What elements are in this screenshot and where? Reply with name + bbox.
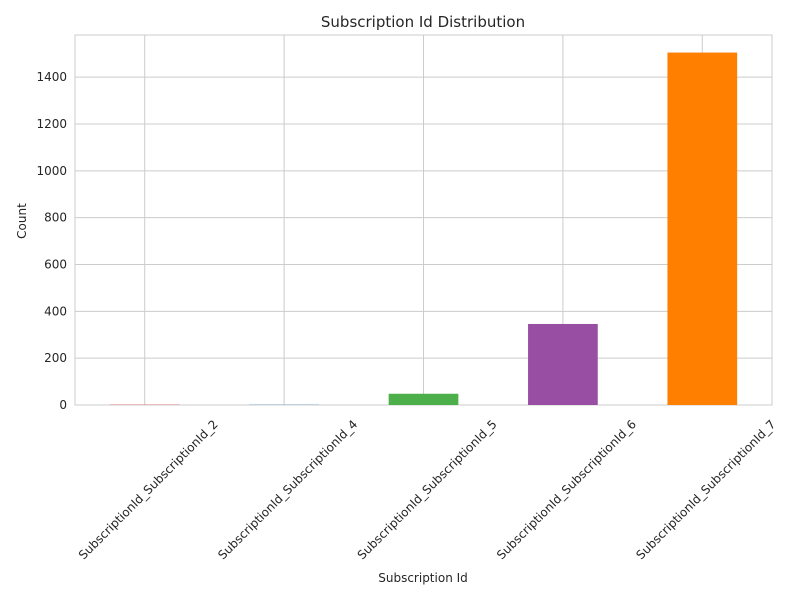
bar-subscriptionid-subscriptionid-7 [667,53,737,405]
y-axis-label: Count [15,203,29,239]
x-tick-label: SubscriptionId_SubscriptionId_4 [215,417,360,562]
x-tick-label: SubscriptionId_SubscriptionId_2 [76,417,221,562]
x-axis-label: Subscription Id [378,571,468,585]
y-tick-label: 1400 [36,70,67,84]
y-tick-label: 1200 [36,117,67,131]
y-axis-ticks: 0 200 400 600 800 1000 1200 1400 [36,70,67,412]
y-tick-label: 0 [59,398,67,412]
x-tick-label: SubscriptionId_SubscriptionId_5 [355,417,500,562]
x-tick-label: SubscriptionId_SubscriptionId_6 [494,417,639,562]
y-tick-label: 400 [44,304,67,318]
chart-title: Subscription Id Distribution [321,13,525,31]
x-axis-ticks: SubscriptionId_SubscriptionId_2Subscript… [76,417,779,562]
bar-subscriptionid-subscriptionid-6 [528,324,598,405]
y-tick-label: 200 [44,351,67,365]
y-tick-label: 600 [44,257,67,271]
bar-subscriptionid-subscriptionid-5 [389,394,459,405]
y-tick-label: 800 [44,211,67,225]
x-tick-label: SubscriptionId_SubscriptionId_7 [633,417,778,562]
y-tick-label: 1000 [36,164,67,178]
